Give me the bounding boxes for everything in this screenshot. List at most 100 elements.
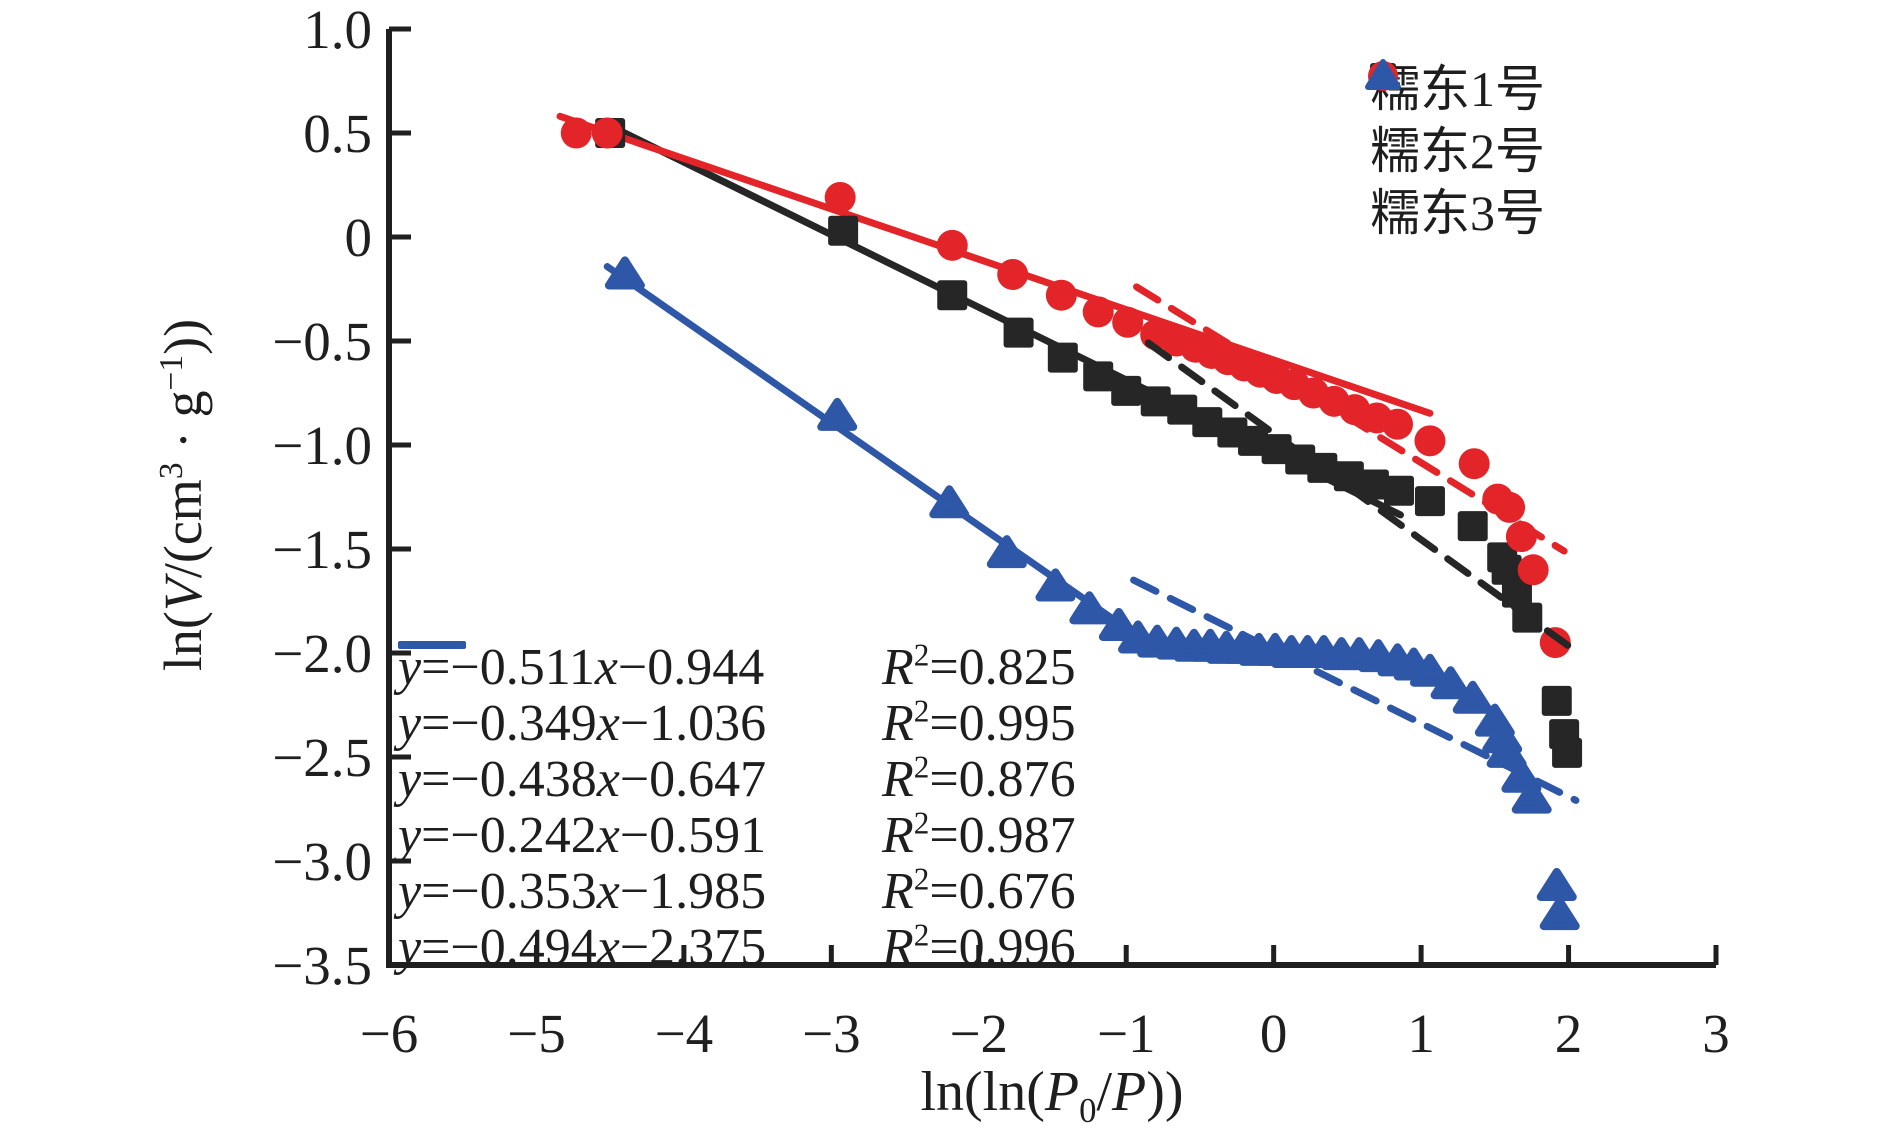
square-marker-icon bbox=[1501, 577, 1532, 608]
triangle-marker-icon bbox=[817, 397, 858, 431]
square-marker-icon bbox=[828, 215, 859, 246]
axis-title-token: −1 bbox=[153, 354, 190, 391]
triangle-legend-marker-icon bbox=[1365, 59, 1401, 90]
equation-text: y=−0.438x−0.647 bbox=[398, 750, 767, 808]
circle-marker-icon bbox=[1112, 306, 1144, 338]
fit-equation-row: y=−0.242x−0.591 R2=0.987 bbox=[398, 641, 1076, 864]
y-tick-label: 1.0 bbox=[303, 0, 372, 60]
square-marker-icon bbox=[1238, 425, 1269, 456]
y-axis-title: ln(V/(cm3 · g−1)) bbox=[152, 319, 214, 671]
legend: 糯东1号 糯东2号 糯东3号 bbox=[1358, 54, 1545, 241]
square-marker-icon bbox=[1491, 554, 1522, 585]
x-tick-label: −1 bbox=[1097, 1003, 1156, 1064]
equation-text: y=−0.353x−1.985 bbox=[398, 862, 767, 920]
y-tick-label: 0 bbox=[345, 207, 373, 268]
triangle-marker-icon bbox=[1409, 653, 1450, 687]
r-squared-text: R2=0.876 bbox=[882, 749, 1076, 808]
y-tick-label: −2.0 bbox=[272, 623, 372, 684]
legend-label: 糯东2号 bbox=[1370, 123, 1545, 179]
y-tick-label: −1.0 bbox=[272, 415, 372, 476]
square-marker-icon bbox=[1333, 461, 1364, 492]
triangle-marker-icon bbox=[1511, 780, 1552, 814]
circle-marker-icon bbox=[1382, 408, 1414, 440]
circle-marker-icon bbox=[591, 117, 623, 149]
fit-line-blue-dashed bbox=[1130, 576, 1580, 804]
square-marker-icon bbox=[1383, 475, 1414, 506]
axis-title-token: · bbox=[153, 417, 213, 463]
square-marker-icon bbox=[1192, 407, 1223, 438]
axis-title-token: V bbox=[153, 578, 213, 612]
fit-line-black-dashed bbox=[1144, 339, 1576, 652]
fit-line-red-solid bbox=[556, 112, 1434, 417]
solid-line-sample-icon bbox=[398, 641, 466, 649]
triangle-marker-icon bbox=[604, 256, 645, 290]
circle-marker-icon bbox=[1414, 425, 1446, 457]
axis-title-token: )) bbox=[1146, 1061, 1184, 1123]
square-marker-icon bbox=[1083, 361, 1114, 392]
x-tick-label: −6 bbox=[360, 1003, 419, 1064]
triangle-marker-icon bbox=[1069, 591, 1110, 625]
axis-title-token: / bbox=[1096, 1061, 1113, 1123]
equation-text: y=−0.349x−1.036 bbox=[398, 694, 767, 752]
x-tick-label: −4 bbox=[655, 1003, 714, 1064]
y-tick-label: 0.5 bbox=[303, 103, 372, 164]
legend-item: 糯东2号 bbox=[1358, 61, 1545, 179]
circle-marker-icon bbox=[560, 117, 592, 149]
r-squared-text: R2=0.825 bbox=[882, 637, 1076, 696]
fit-equation-row: y=−0.353x−1.985 R2=0.676 bbox=[398, 641, 1076, 920]
x-tick-label: 0 bbox=[1260, 1003, 1288, 1064]
axis-title-token: g bbox=[153, 390, 213, 418]
square-marker-icon bbox=[1003, 317, 1034, 348]
square-marker-icon bbox=[1047, 342, 1078, 373]
circle-marker-icon bbox=[1082, 296, 1114, 328]
equation-text: y=−0.494x−2.375 bbox=[398, 918, 767, 976]
circle-marker-icon bbox=[1517, 554, 1549, 586]
x-tick-label: 2 bbox=[1555, 1003, 1583, 1064]
y-tick-label: −2.5 bbox=[272, 727, 372, 788]
equation-text: y=−0.242x−0.591 bbox=[398, 806, 767, 864]
triangle-marker-icon bbox=[1452, 680, 1493, 714]
square-marker-icon bbox=[1541, 685, 1572, 716]
r-squared-text: R2=0.676 bbox=[882, 861, 1076, 920]
fit-equation-row: y=−0.494x−2.375 R2=0.996 bbox=[398, 641, 1076, 976]
square-marker-icon bbox=[1457, 511, 1488, 542]
x-tick-label: 3 bbox=[1702, 1003, 1730, 1064]
r-squared-text: R2=0.987 bbox=[882, 805, 1076, 864]
fit-equation-row: y=−0.511x−0.944 R2=0.825 bbox=[398, 637, 1076, 696]
r-squared-text: R2=0.995 bbox=[882, 693, 1076, 752]
y-tick-label: −3.0 bbox=[272, 831, 372, 892]
fit-equation-row: y=−0.438x−0.647 R2=0.876 bbox=[398, 641, 1076, 808]
x-tick-label: −5 bbox=[507, 1003, 566, 1064]
square-marker-icon bbox=[1414, 486, 1445, 517]
x-axis-title: ln(ln(P0/P)) bbox=[920, 1060, 1184, 1128]
x-tick-label: −3 bbox=[802, 1003, 861, 1064]
legend-label: 糯东3号 bbox=[1370, 185, 1545, 241]
axis-title-token: P bbox=[1044, 1061, 1080, 1123]
x-tick-label: 1 bbox=[1407, 1003, 1435, 1064]
axis-title-token: )) bbox=[153, 318, 213, 355]
triangle-marker-icon bbox=[929, 485, 970, 519]
triangle-marker-icon bbox=[1536, 867, 1577, 901]
axis-title-token: P bbox=[1112, 1061, 1147, 1123]
y-tick-label: −3.5 bbox=[272, 935, 372, 996]
equation-text: y=−0.511x−0.944 bbox=[398, 638, 765, 696]
legend-item: 糯东3号 bbox=[1358, 59, 1545, 241]
circle-marker-icon bbox=[997, 258, 1029, 290]
axis-title-token: 0 bbox=[1079, 1091, 1097, 1131]
r-squared-text: R2=0.996 bbox=[882, 917, 1076, 976]
x-tick-label: −2 bbox=[950, 1003, 1009, 1064]
triangle-marker-icon bbox=[1035, 568, 1076, 602]
fit-equations: y=−0.511x−0.944 R2=0.825 y=−0.349x−1.036 R2… bbox=[398, 637, 1076, 976]
series-糯东3号 bbox=[604, 256, 1580, 931]
circle-marker-icon bbox=[936, 229, 968, 261]
axis-title-token: 3 bbox=[153, 462, 190, 480]
square-marker-icon bbox=[937, 280, 968, 311]
triangle-marker-icon bbox=[986, 535, 1027, 569]
fit-line-red-dashed bbox=[1133, 283, 1568, 555]
triangle-marker-icon bbox=[1539, 897, 1580, 931]
circle-marker-icon bbox=[824, 181, 856, 213]
y-tick-label: −1.5 bbox=[272, 519, 372, 580]
triangle-marker-icon bbox=[1098, 607, 1139, 641]
axis-title-token: /(cm bbox=[153, 479, 213, 579]
